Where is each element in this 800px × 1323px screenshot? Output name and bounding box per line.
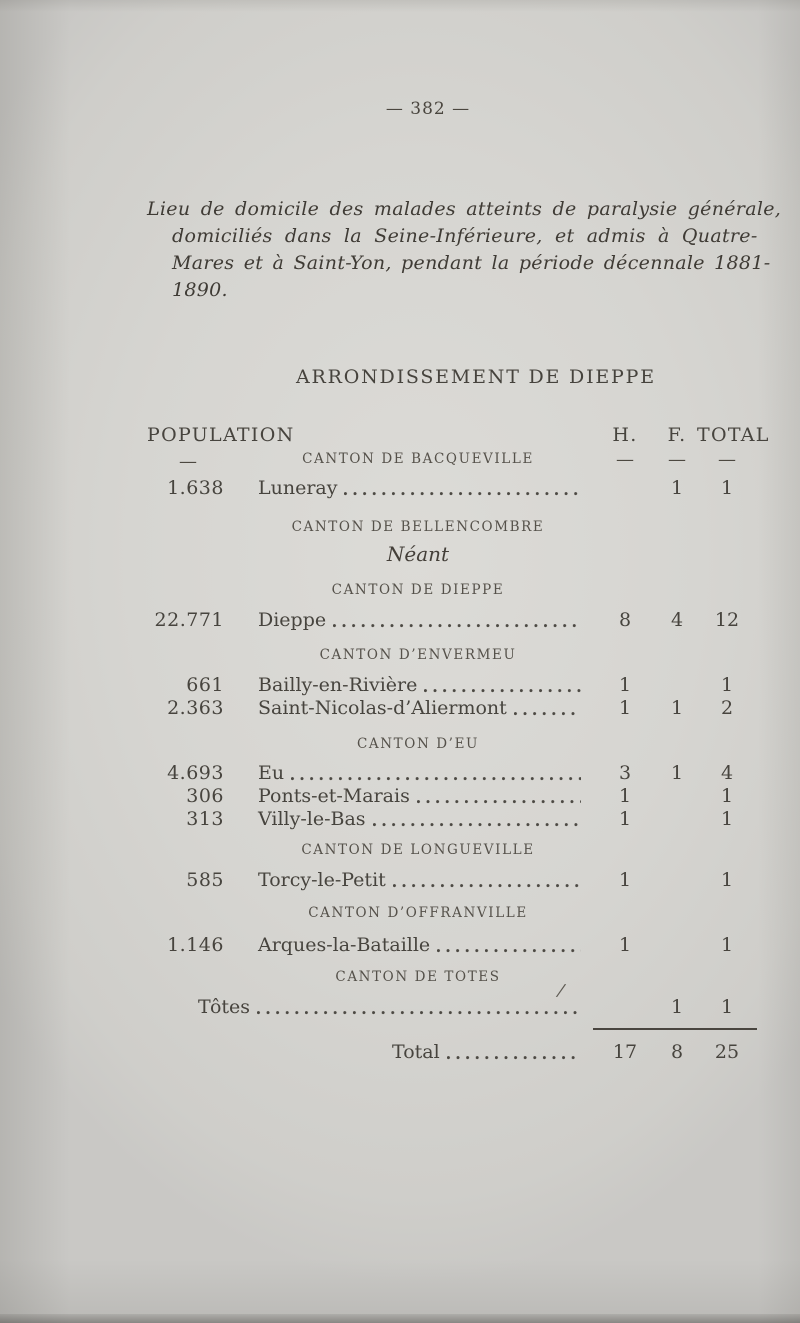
dot-leader (257, 1010, 581, 1015)
total-dash: — (718, 449, 736, 470)
intro-paragraph: Lieu de domicile des malades atteints de… (147, 196, 781, 304)
totals-rule (593, 1028, 757, 1030)
table-row-saint-nicolas: 2.363 Saint-Nicolas-d’Aliermont 1 1 2 (0, 697, 800, 719)
table-row-villy: 313 Villy-le-Bas 1 1 (0, 808, 800, 830)
commune-name: Arques-la-Bataille (258, 934, 431, 956)
h-dash: — (616, 449, 634, 470)
total-value: 1 (720, 674, 734, 696)
intro-line: 1890. (172, 279, 228, 301)
canton-heading-totes: CANTON DE TOTES (335, 969, 501, 985)
total-value: 1 (720, 934, 734, 956)
intro-line: Lieu de domicile des malades atteints de… (147, 198, 782, 220)
canton-heading-eu: CANTON D’EU (356, 736, 479, 752)
total-value: 1 (720, 785, 734, 807)
total-value: 12 (714, 609, 740, 631)
commune-name: Luneray (258, 477, 338, 499)
commune-name: Tôtes (198, 996, 251, 1018)
population-value: 306 (186, 785, 224, 807)
commune-name: Ponts-et-Marais (258, 785, 410, 807)
canton-heading-dieppe: CANTON DE DIEPPE (331, 582, 505, 598)
dot-leader (424, 688, 581, 693)
total-value: 1 (720, 808, 734, 830)
paper-scan-edge (0, 1314, 800, 1323)
table-row-ponts: 306 Ponts-et-Marais 1 1 (0, 785, 800, 807)
f-dash: — (668, 449, 686, 470)
f-value: 1 (670, 697, 684, 719)
population-dash: — (179, 451, 197, 472)
total-value: 1 (720, 477, 734, 499)
dot-leader (416, 799, 581, 804)
total-value: 1 (720, 869, 734, 891)
dot-leader (392, 883, 581, 888)
dot-leader (446, 1055, 581, 1060)
population-value: 2.363 (167, 697, 224, 719)
table-row-eu: 4.693 Eu 3 1 4 (0, 762, 800, 784)
column-header-total: TOTAL (697, 424, 770, 446)
paper-vignette-top (0, 0, 800, 12)
total-value: 1 (720, 996, 734, 1018)
population-value: 4.693 (167, 762, 224, 784)
paper-vignette-bottom (0, 1259, 800, 1314)
table-row-torcy: 585 Torcy-le-Petit 1 1 (0, 869, 800, 891)
intro-line: domiciliés dans la Seine-Inférieure, et … (172, 225, 758, 247)
neant-note: Néant (386, 542, 450, 566)
section-title: ARRONDISSEMENT DE DIEPPE (296, 366, 656, 388)
total-value: 2 (720, 697, 734, 719)
commune-name: Villy-le-Bas (258, 808, 366, 830)
f-value: 1 (670, 762, 684, 784)
total-value: 4 (720, 762, 734, 784)
dot-leader (513, 711, 581, 716)
canton-heading-bacqueville: CANTON DE BACQUEVILLE (302, 451, 534, 467)
h-value: 1 (618, 697, 632, 719)
f-value: 4 (670, 609, 684, 631)
population-value: 313 (186, 808, 224, 830)
dot-leader (344, 491, 581, 496)
h-value: 1 (618, 869, 632, 891)
column-header-f: F. (667, 424, 687, 446)
population-value: 661 (186, 674, 224, 696)
commune-name: Eu (258, 762, 285, 784)
page-number: — 382 — (385, 99, 471, 119)
f-value: 1 (670, 477, 684, 499)
total-h-value: 17 (612, 1041, 638, 1063)
dot-leader (372, 822, 581, 827)
h-value: 1 (618, 674, 632, 696)
table-row-totes: Tôtes 1 1 (0, 996, 800, 1018)
total-label: Total (392, 1041, 440, 1063)
dot-leader (291, 776, 581, 781)
intro-line: Mares et à Saint-Yon, pendant la période… (172, 252, 771, 274)
h-value: 8 (618, 609, 632, 631)
h-value: 1 (618, 934, 632, 956)
table-row-luneray: 1.638 Luneray 1 1 (0, 477, 800, 499)
canton-heading-envermeu: CANTON D’ENVERMEU (319, 647, 517, 663)
total-row: Total 17 8 25 (0, 1041, 800, 1063)
table-row-arques: 1.146 Arques-la-Bataille 1 1 (0, 934, 800, 956)
table-row-bailly: 661 Bailly-en-Rivière 1 1 (0, 674, 800, 696)
commune-name: Torcy-le-Petit (258, 869, 386, 891)
commune-name: Saint-Nicolas-d’Aliermont (258, 697, 507, 719)
canton-heading-offranville: CANTON D’OFFRANVILLE (308, 905, 528, 921)
dot-leader (333, 623, 581, 628)
column-header-h: H. (612, 424, 638, 446)
dot-leader (437, 948, 581, 953)
canton-heading-longueville: CANTON DE LONGUEVILLE (301, 842, 535, 858)
table-row-dieppe: 22.771 Dieppe 8 4 12 (0, 609, 800, 631)
column-header-population: POPULATION (147, 424, 295, 446)
total-f-value: 8 (670, 1041, 684, 1063)
canton-heading-bellencombre: CANTON DE BELLENCOMBRE (291, 519, 545, 535)
h-value: 1 (618, 785, 632, 807)
population-value: 1.638 (167, 477, 224, 499)
commune-name: Bailly-en-Rivière (258, 674, 418, 696)
population-value: 1.146 (167, 934, 224, 956)
commune-name: Dieppe (258, 609, 327, 631)
h-value: 1 (618, 808, 632, 830)
f-value: 1 (670, 996, 684, 1018)
total-total-value: 25 (714, 1041, 740, 1063)
h-value: 3 (618, 762, 632, 784)
population-value: 22.771 (154, 609, 224, 631)
population-value: 585 (186, 869, 224, 891)
